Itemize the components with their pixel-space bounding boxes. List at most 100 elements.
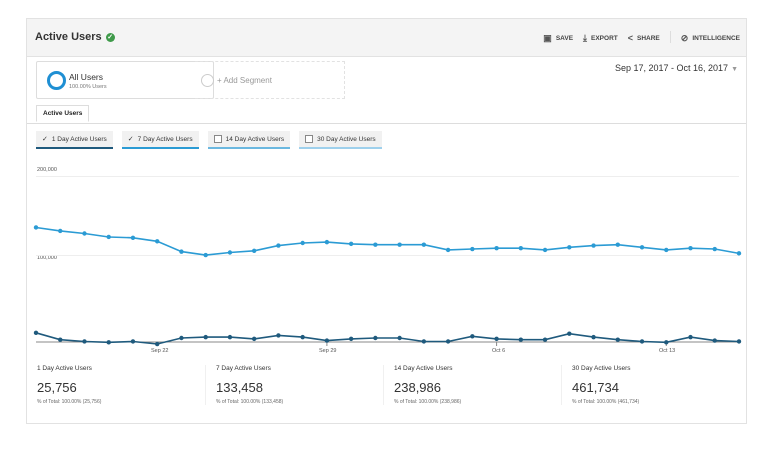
data-point[interactable]: [33, 330, 39, 336]
intelligence-icon: ⊘: [680, 33, 689, 43]
export-button[interactable]: ⤓ EXPORT: [583, 33, 618, 43]
data-point[interactable]: [736, 251, 742, 256]
export-icon: ⤓: [583, 33, 588, 43]
data-point[interactable]: [373, 335, 378, 341]
series-toggle-label: 1 Day Active Users: [51, 135, 107, 143]
data-point[interactable]: [445, 339, 451, 344]
data-point[interactable]: [470, 246, 475, 252]
data-point[interactable]: [688, 334, 693, 340]
data-point[interactable]: [542, 337, 548, 342]
data-point[interactable]: [397, 242, 402, 247]
metric-7-day: 7 Day Active Users 133,458 % of Total: 1…: [205, 365, 383, 405]
data-point[interactable]: [518, 245, 524, 251]
data-point[interactable]: [106, 340, 111, 345]
caret-down-icon: ▼: [731, 66, 738, 73]
data-point[interactable]: [276, 333, 281, 338]
series-toggle-label: 7 Day Active Users: [137, 135, 193, 143]
data-point[interactable]: [300, 240, 305, 246]
intelligence-label: INTELLIGENCE: [692, 34, 740, 42]
data-point[interactable]: [615, 242, 620, 247]
data-point[interactable]: [155, 239, 160, 244]
date-range-picker[interactable]: Sep 17, 2017 - Oct 16, 2017 ▼: [615, 63, 738, 73]
data-point[interactable]: [567, 245, 572, 250]
active-users-chart: [33, 225, 742, 347]
export-label: EXPORT: [591, 34, 618, 42]
metric-name: 14 Day Active Users: [394, 365, 453, 372]
data-point[interactable]: [664, 340, 669, 345]
save-button[interactable]: ▣ SAVE: [543, 33, 573, 43]
data-point[interactable]: [179, 335, 184, 341]
data-point[interactable]: [203, 334, 208, 340]
data-point[interactable]: [373, 242, 378, 247]
segment-percentage: 100.00% Users: [69, 84, 107, 90]
segment-ring-icon: [47, 71, 66, 90]
data-point[interactable]: [227, 334, 233, 340]
data-point[interactable]: [494, 336, 499, 342]
data-point[interactable]: [712, 338, 717, 343]
data-point[interactable]: [688, 245, 693, 251]
data-point[interactable]: [348, 336, 354, 342]
data-point[interactable]: [591, 243, 596, 248]
metric-1-day: 1 Day Active Users 25,756 % of Total: 10…: [27, 365, 205, 405]
save-label: SAVE: [555, 34, 574, 42]
series-toggle-1-day[interactable]: ✓ 1 Day Active Users: [36, 131, 113, 149]
data-point[interactable]: [470, 334, 475, 339]
data-point[interactable]: [276, 243, 281, 248]
data-point[interactable]: [227, 250, 233, 255]
data-point[interactable]: [33, 225, 39, 230]
add-segment-label: + Add Segment: [217, 76, 272, 85]
data-point[interactable]: [445, 247, 451, 253]
data-point[interactable]: [664, 247, 669, 253]
data-point[interactable]: [82, 231, 87, 236]
series-toggle-label: 30 Day Active Users: [317, 135, 376, 143]
data-point[interactable]: [58, 228, 63, 234]
tab-active-users[interactable]: Active Users: [36, 105, 90, 122]
metric-name: 30 Day Active Users: [572, 365, 631, 372]
data-point[interactable]: [348, 241, 354, 247]
data-point[interactable]: [518, 337, 524, 342]
data-point[interactable]: [203, 252, 208, 258]
data-point[interactable]: [300, 334, 305, 340]
checkbox-icon: [305, 135, 314, 143]
x-tick-label: Sep 29: [319, 348, 337, 354]
data-point[interactable]: [639, 245, 645, 250]
checkmark-icon: ✓: [42, 136, 48, 143]
y-tick-label: 200,000: [37, 167, 57, 173]
data-point[interactable]: [542, 247, 548, 253]
series-toggle-30-day[interactable]: 30 Day Active Users: [299, 131, 382, 149]
data-point[interactable]: [639, 339, 645, 344]
data-point[interactable]: [130, 235, 136, 241]
series-toggle-7-day[interactable]: ✓ 7 Day Active Users: [121, 131, 199, 149]
data-point[interactable]: [421, 242, 427, 247]
series-line-7-day: [35, 226, 740, 256]
metrics-summary: 1 Day Active Users 25,756 % of Total: 10…: [27, 365, 746, 405]
data-point[interactable]: [712, 246, 717, 252]
metric-value: 25,756: [37, 380, 77, 395]
data-point[interactable]: [397, 335, 402, 341]
data-point[interactable]: [58, 337, 63, 342]
intelligence-button[interactable]: ⊘ INTELLIGENCE: [681, 33, 740, 43]
data-point[interactable]: [324, 239, 330, 245]
data-point[interactable]: [421, 339, 427, 344]
data-point[interactable]: [106, 234, 111, 240]
data-point[interactable]: [567, 331, 572, 336]
x-tick-label: Oct 13: [659, 348, 676, 354]
data-point[interactable]: [179, 249, 184, 254]
data-point[interactable]: [130, 339, 136, 344]
checkmark-icon: ✓: [127, 136, 134, 143]
data-point[interactable]: [251, 336, 257, 342]
data-point[interactable]: [591, 334, 596, 340]
segment-all-users[interactable]: All Users 100.00% Users: [36, 61, 214, 99]
add-segment-button[interactable]: + Add Segment: [195, 61, 345, 99]
data-point[interactable]: [155, 341, 160, 347]
check-circle-icon: ✓: [105, 32, 115, 42]
share-button[interactable]: < SHARE: [628, 33, 660, 43]
data-point[interactable]: [324, 338, 330, 343]
data-point[interactable]: [615, 337, 620, 342]
series-toggle-14-day[interactable]: 14 Day Active Users: [207, 131, 291, 149]
data-point[interactable]: [82, 339, 87, 344]
data-point[interactable]: [251, 248, 257, 253]
data-point[interactable]: [736, 339, 742, 344]
data-point[interactable]: [494, 245, 499, 251]
metric-percent-total: % of Total: 100.00% (133,458): [216, 399, 284, 405]
